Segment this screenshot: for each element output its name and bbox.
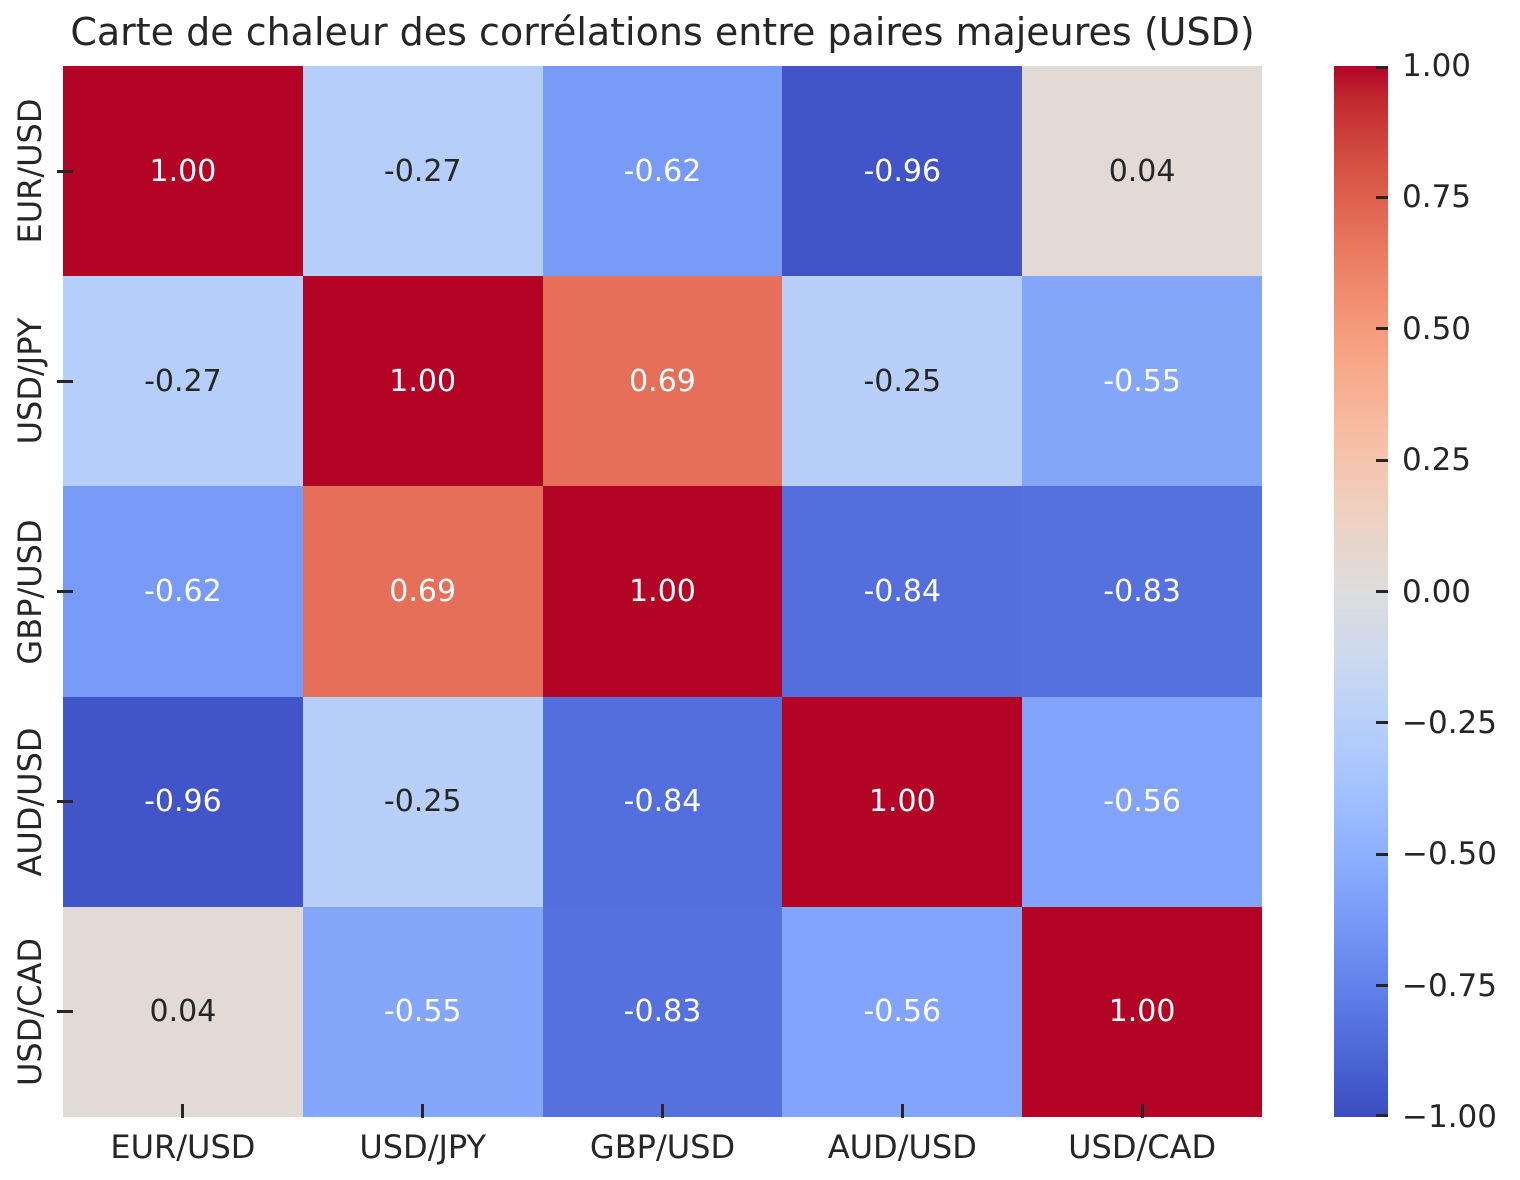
x-tick-label: USD/JPY <box>359 1128 487 1166</box>
colorbar-tick <box>1376 1114 1388 1117</box>
colorbar-tick-label: 0.00 <box>1402 573 1472 610</box>
heatmap-cell: -0.84 <box>542 696 783 907</box>
x-tick-label: GBP/USD <box>589 1128 736 1166</box>
x-tick-label: EUR/USD <box>110 1128 256 1166</box>
heatmap-cell: -0.25 <box>302 696 543 907</box>
x-axis-tick <box>181 1104 185 1118</box>
colorbar-tick <box>1376 984 1388 988</box>
colorbar-tick-label: −1.00 <box>1402 1099 1497 1135</box>
heatmap-cell: -0.83 <box>542 906 783 1117</box>
colorbar-tick <box>1376 458 1388 462</box>
heatmap-cell: 1.00 <box>63 66 303 277</box>
heatmap-cell: -0.27 <box>63 276 303 487</box>
heatmap-cell: -0.55 <box>1022 276 1262 487</box>
y-tick-label: AUD/USD <box>11 727 49 877</box>
colorbar-tick <box>1376 66 1388 69</box>
x-axis-tick <box>661 1104 664 1118</box>
heatmap-cell: -0.84 <box>782 486 1023 697</box>
colorbar-tick-label: 0.25 <box>1402 442 1472 479</box>
colorbar-tick <box>1376 852 1388 856</box>
heatmap-cell: 1.00 <box>782 696 1023 907</box>
colorbar-tick <box>1376 327 1388 331</box>
y-tick-label: EUR/USD <box>11 98 49 244</box>
colorbar-tick <box>1376 590 1388 593</box>
x-axis-tick <box>421 1104 425 1118</box>
colorbar-tick-label: 0.75 <box>1402 179 1472 216</box>
heatmap-grid: 1.00 -0.27 -0.62 -0.96 0.04 -0.27 1.00 0.69 -0.2… <box>63 66 1262 1117</box>
y-axis-tick <box>57 379 73 383</box>
colorbar-tick-label: −0.25 <box>1402 704 1497 741</box>
colorbar-tick-label: 0.50 <box>1402 310 1472 347</box>
colorbar-tick <box>1376 721 1388 725</box>
y-axis-tick <box>57 800 73 804</box>
heatmap-cell: 0.69 <box>542 276 783 487</box>
y-tick-label: USD/JPY <box>11 317 49 445</box>
y-axis-tick <box>57 590 73 593</box>
colorbar-tick-label: −0.75 <box>1402 967 1497 1004</box>
heatmap-cell: 0.69 <box>302 486 543 697</box>
x-axis-tick <box>1140 1104 1144 1118</box>
x-tick-label: AUD/USD <box>827 1128 977 1166</box>
heatmap-cell: 1.00 <box>542 486 783 697</box>
heatmap-cell: -0.96 <box>782 66 1023 277</box>
x-axis-tick <box>900 1104 904 1118</box>
heatmap-cell: 0.04 <box>1022 66 1262 277</box>
heatmap-cell: -0.62 <box>542 66 783 277</box>
colorbar-tick <box>1376 195 1388 199</box>
heatmap-cell: 0.04 <box>63 906 303 1117</box>
heatmap-cell: 1.00 <box>1022 906 1262 1117</box>
heatmap-cell: -0.83 <box>1022 486 1262 697</box>
heatmap-cell: -0.55 <box>302 906 543 1117</box>
heatmap-cell: -0.56 <box>1022 696 1262 907</box>
heatmap-cell: -0.25 <box>782 276 1023 487</box>
heatmap-cell: -0.27 <box>302 66 543 277</box>
colorbar-tick-label: 1.00 <box>1402 48 1472 84</box>
colorbar-tick-label: −0.50 <box>1402 836 1497 873</box>
heatmap-cell: 1.00 <box>302 276 543 487</box>
y-axis-tick <box>57 169 73 173</box>
y-tick-label: USD/CAD <box>11 937 49 1086</box>
heatmap-cell: -0.62 <box>63 486 303 697</box>
y-tick-label: GBP/USD <box>11 518 49 665</box>
x-tick-label: USD/CAD <box>1068 1128 1217 1166</box>
heatmap-cell: -0.56 <box>782 906 1023 1117</box>
heatmap-cell: -0.96 <box>63 696 303 907</box>
y-axis-tick <box>57 1010 73 1014</box>
chart-title: Carte de chaleur des corrélations entre … <box>70 10 1255 54</box>
